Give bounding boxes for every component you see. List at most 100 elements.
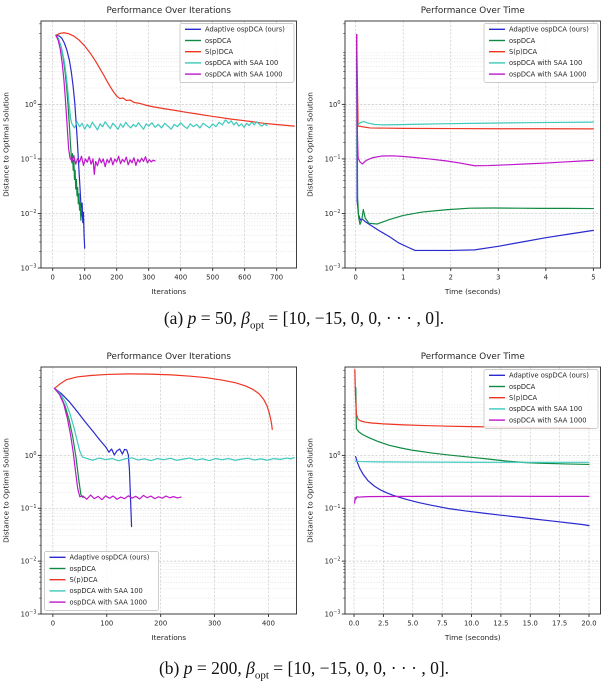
chart-iterations-p200: 0 100 200 300 400 100 10−1 10−2 10−3 Performance …	[0, 346, 304, 648]
plot-iterations-a: 0 100 200 300 400 500 600 700 100 10−1 10−2 10−3 Per…	[0, 0, 304, 302]
svg-text:10.0: 10.0	[464, 620, 479, 628]
svg-text:300: 300	[208, 620, 221, 628]
svg-text:2.5: 2.5	[378, 620, 389, 628]
svg-text:ospDCA with SAA 100: ospDCA with SAA 100	[509, 405, 582, 413]
svg-text:ospDCA with SAA 1000: ospDCA with SAA 1000	[509, 416, 587, 424]
x-axis-label: Iterations	[151, 287, 186, 296]
svg-text:S(p)DCA: S(p)DCA	[205, 48, 234, 56]
svg-text:10−1: 10−1	[325, 155, 341, 164]
x-axis-label: Time (seconds)	[444, 633, 501, 642]
caption-b: (b) p = 200, βopt = [10, −15, 0, 0, · · …	[0, 658, 608, 682]
legend: Adaptive ospDCA (ours) ospDCA S(p)DCA ospDC…	[483, 369, 599, 429]
caption-a-label: (a)	[163, 308, 188, 328]
gridlines	[345, 367, 601, 615]
chart-time-p50: 0 1 2 3 4 5 100 10−1 10−2 10−3 Performance Over Ti…	[304, 0, 608, 302]
caption-a-vector: = [10, −15, 0, 0, · · · , 0].	[264, 308, 445, 328]
caption-b-vector: = [10, −15, 0, 0, · · · , 0].	[268, 658, 450, 678]
plot-iterations-b: 0 100 200 300 400 100 10−1 10−2 10−3 Performance …	[0, 346, 304, 648]
svg-text:700: 700	[270, 274, 283, 282]
svg-text:ospDCA with SAA 1000: ospDCA with SAA 1000	[70, 598, 148, 606]
svg-text:0: 0	[51, 620, 55, 628]
svg-text:10−3: 10−3	[21, 264, 37, 273]
chart-iterations-p50: 0 100 200 300 400 500 600 700 100 10−1 10−2 10−3 Per…	[0, 0, 304, 302]
caption-b-p-value: = 200,	[192, 658, 247, 678]
svg-text:100: 100	[329, 451, 341, 460]
y-axis-label: Distance to Optimal Solution	[2, 92, 11, 197]
chart-title: Performance Over Time	[421, 6, 525, 16]
svg-text:ospDCA with SAA 100: ospDCA with SAA 100	[70, 587, 143, 595]
chart-time-p200: 0.0 2.5 5.0 7.5 10.0 12.5 15.0 17.5 20.0 100 10−1 1…	[304, 346, 608, 648]
svg-text:ospDCA: ospDCA	[205, 37, 232, 45]
svg-text:15.0: 15.0	[523, 620, 538, 628]
svg-text:400: 400	[262, 620, 275, 628]
svg-text:400: 400	[174, 274, 187, 282]
svg-text:ospDCA: ospDCA	[509, 37, 536, 45]
svg-text:10−1: 10−1	[325, 504, 341, 513]
y-axis-label: Distance to Optimal Solution	[306, 438, 315, 543]
svg-text:S(p)DCA: S(p)DCA	[509, 394, 538, 402]
svg-text:100: 100	[25, 451, 37, 460]
chart-title: Performance Over Time	[421, 352, 525, 362]
svg-text:10−2: 10−2	[325, 557, 341, 566]
chart-title: Performance Over Iterations	[107, 6, 232, 16]
svg-text:300: 300	[142, 274, 155, 282]
svg-text:10−1: 10−1	[21, 504, 37, 513]
svg-text:17.5: 17.5	[552, 620, 567, 628]
svg-text:0: 0	[51, 274, 55, 282]
svg-text:20.0: 20.0	[581, 620, 596, 628]
caption-b-label: (b)	[158, 658, 184, 678]
svg-text:ospDCA with SAA 100: ospDCA with SAA 100	[205, 59, 278, 67]
chart-title: Performance Over Iterations	[107, 352, 232, 362]
svg-text:12.5: 12.5	[493, 620, 508, 628]
svg-text:ospDCA with SAA 100: ospDCA with SAA 100	[509, 59, 582, 67]
plot-time-b: 0.0 2.5 5.0 7.5 10.0 12.5 15.0 17.5 20.0 100 10−1 1…	[304, 346, 608, 648]
svg-text:0.0: 0.0	[349, 620, 360, 628]
svg-text:10−1: 10−1	[21, 155, 37, 164]
svg-text:5: 5	[591, 274, 595, 282]
svg-text:ospDCA: ospDCA	[509, 383, 536, 391]
x-axis-label: Iterations	[151, 633, 186, 642]
svg-text:2: 2	[449, 274, 453, 282]
caption-a-p: p	[187, 308, 197, 328]
svg-text:10−3: 10−3	[325, 610, 341, 619]
svg-text:100: 100	[100, 620, 113, 628]
caption-a: (a) p = 50, βopt = [10, −15, 0, 0, · · ·…	[0, 308, 608, 332]
caption-a-beta: β	[241, 308, 250, 328]
caption-a-beta-sub: opt	[249, 319, 265, 332]
svg-text:0: 0	[354, 274, 358, 282]
caption-b-beta-sub: opt	[254, 669, 269, 682]
series-lines	[55, 32, 295, 249]
svg-text:600: 600	[238, 274, 251, 282]
svg-text:Adaptive ospDCA (ours): Adaptive ospDCA (ours)	[70, 554, 150, 562]
svg-text:10−3: 10−3	[325, 264, 341, 273]
svg-text:10−2: 10−2	[325, 209, 341, 218]
y-axis-label: Distance to Optimal Solution	[2, 438, 11, 543]
svg-text:3: 3	[496, 274, 500, 282]
svg-text:S(p)DCA: S(p)DCA	[509, 48, 538, 56]
svg-text:100: 100	[329, 100, 341, 109]
svg-text:100: 100	[78, 274, 91, 282]
caption-a-p-value: = 50,	[196, 308, 242, 328]
caption-b-beta: β	[246, 658, 255, 678]
legend: Adaptive ospDCA (ours) ospDCA S(p)DCA ospDC…	[483, 23, 599, 83]
x-axis-label: Time (seconds)	[444, 287, 501, 296]
caption-b-p: p	[183, 658, 193, 678]
svg-text:200: 200	[110, 274, 123, 282]
plot-time-a: 0 1 2 3 4 5 100 10−1 10−2 10−3 Performance Over Ti…	[304, 0, 608, 302]
svg-text:ospDCA with SAA 1000: ospDCA with SAA 1000	[205, 70, 283, 78]
svg-text:10−2: 10−2	[21, 557, 37, 566]
svg-text:S(p)DCA: S(p)DCA	[70, 576, 99, 584]
legend: Adaptive ospDCA (ours) ospDCA S(p)DCA ospDC…	[44, 551, 159, 611]
series-lines	[356, 34, 594, 252]
svg-text:200: 200	[154, 620, 167, 628]
series-lines	[53, 373, 295, 528]
svg-text:5.0: 5.0	[407, 620, 418, 628]
svg-text:ospDCA with SAA 1000: ospDCA with SAA 1000	[509, 70, 587, 78]
svg-text:Adaptive ospDCA (ours): Adaptive ospDCA (ours)	[205, 26, 285, 34]
svg-text:Adaptive ospDCA (ours): Adaptive ospDCA (ours)	[509, 26, 589, 34]
svg-text:500: 500	[206, 274, 219, 282]
svg-text:Adaptive ospDCA (ours): Adaptive ospDCA (ours)	[509, 372, 589, 380]
svg-text:ospDCA: ospDCA	[70, 565, 97, 573]
svg-text:100: 100	[25, 100, 37, 109]
